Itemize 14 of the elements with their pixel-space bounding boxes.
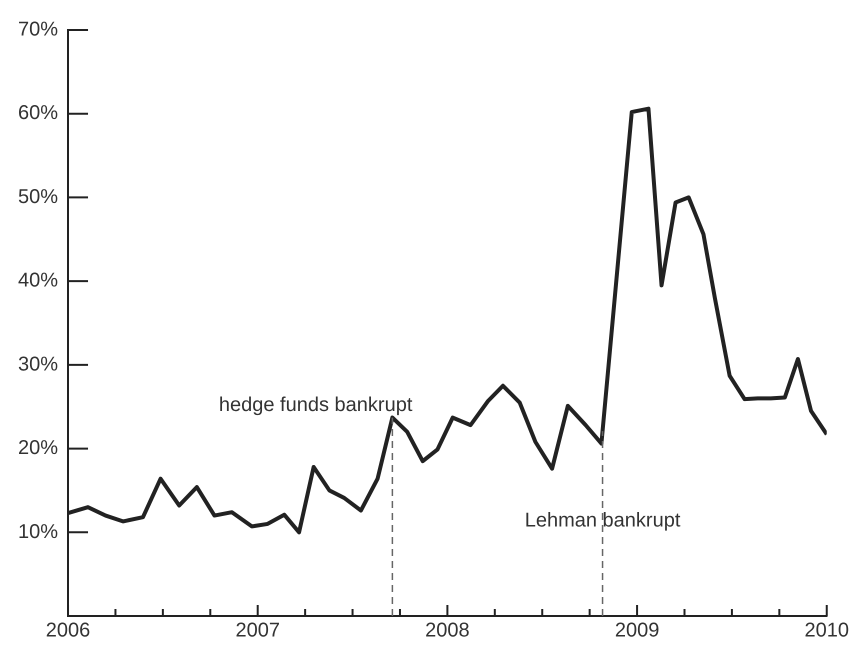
y-tick-label: 20% (18, 437, 58, 460)
y-tick-label: 30% (18, 353, 58, 376)
ref-line-label: hedge funds bankrupt (218, 394, 413, 416)
ref-line-label: Lehman bankrupt (524, 510, 681, 532)
x-tick-label: 2007 (235, 620, 280, 642)
x-tick-label: 2006 (46, 620, 90, 642)
y-tick-label: 70% (18, 18, 58, 41)
y-tick-label: 10% (18, 520, 58, 543)
y-tick-label: 40% (18, 270, 58, 292)
y-tick-label: 50% (18, 186, 58, 208)
x-tick-label: 2008 (425, 620, 470, 642)
x-tick-label: 2009 (614, 620, 660, 642)
x-tick-label: 2010 (804, 620, 850, 642)
y-tick-label: 60% (18, 102, 58, 124)
